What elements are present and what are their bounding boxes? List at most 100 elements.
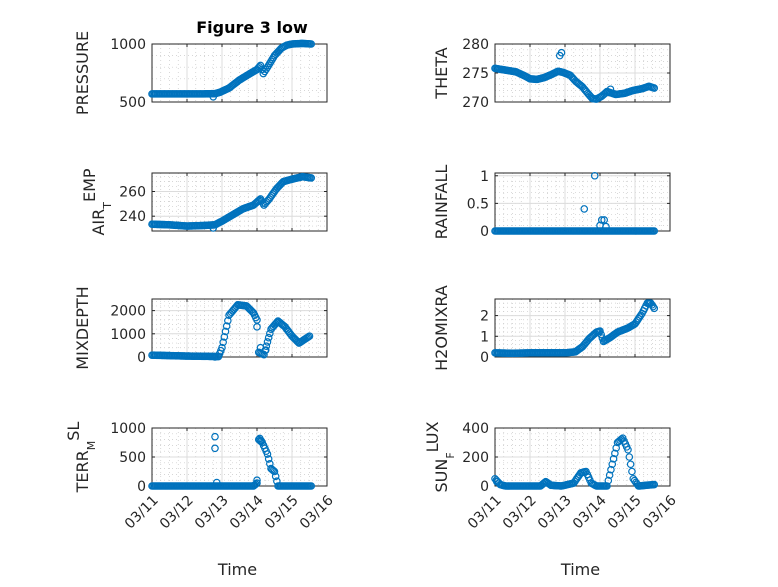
data-point (628, 467, 636, 476)
y-tick-label: 0.5 (467, 196, 489, 212)
y-tick-label: 0 (480, 224, 489, 240)
data-point (596, 327, 604, 335)
y-axis-label-theta: THETA (432, 47, 451, 99)
y-axis-label-subscript: M (85, 441, 98, 451)
data-point (609, 455, 618, 463)
data-point (650, 84, 659, 92)
y-tick-label: 240 (119, 209, 146, 225)
y-tick-label: 0 (137, 350, 146, 366)
x-tick-label: 03/13 (535, 492, 575, 532)
data-point (263, 338, 272, 346)
data-point (602, 222, 610, 231)
x-tick-label: 03/14 (227, 492, 267, 532)
data-point (590, 171, 599, 180)
data-point (557, 48, 566, 57)
data-point (305, 332, 314, 340)
y-tick-label: 260 (119, 185, 146, 201)
data-point (209, 92, 218, 101)
y-tick-label: 1000 (110, 37, 146, 53)
y-axis-label-sun_flux: SUNFLUX (423, 421, 457, 492)
axes-box-mixdepth (151, 298, 328, 358)
y-axis-label-main: RAINFALL (432, 165, 451, 240)
data-point (264, 333, 273, 342)
y-axis-label-rest: SL (64, 422, 83, 441)
y-axis-label-rest: EMP (80, 168, 99, 202)
data-point (257, 436, 266, 445)
axes-box-air_temp (151, 172, 328, 232)
data-point (307, 40, 316, 48)
y-tick-label: 275 (462, 66, 489, 82)
data-point (224, 316, 232, 325)
data-point (253, 476, 261, 485)
data-point (209, 224, 218, 232)
y-tick-label: 0 (480, 479, 489, 495)
y-axis-label-pressure: PRESSURE (73, 31, 92, 115)
data-point (606, 85, 615, 94)
y-axis-label-rainfall: RAINFALL (432, 165, 451, 240)
y-axis-label-main: MIXDEPTH (73, 286, 92, 369)
data-point (256, 61, 265, 70)
data-point (603, 482, 611, 490)
data-point (268, 465, 276, 474)
data-point (626, 460, 635, 469)
subplot-mixdepth: 0 1000 2000 MIXDEPTH (73, 286, 328, 370)
x-tick-label: 03/16 (640, 492, 680, 532)
data-point (212, 478, 221, 487)
x-tick-label: 03/11 (122, 492, 162, 532)
y-axis-label-main: AIR (89, 209, 108, 236)
y-tick-label: 500 (119, 95, 146, 111)
data-point (492, 477, 501, 486)
y-tick-label: 0 (137, 479, 146, 495)
y-axis-label-main: THETA (432, 47, 451, 99)
y-tick-label: 1 (480, 169, 489, 185)
data-point (611, 449, 619, 458)
data-point (612, 444, 620, 452)
data-point (270, 467, 279, 476)
y-axis-label-subscript: T (101, 202, 114, 210)
data-point (650, 227, 659, 235)
y-tick-label: 0 (480, 350, 489, 366)
y-tick-label: 280 (462, 37, 489, 53)
subplot-air_temp: 240 260 AIRTEMP (80, 168, 328, 236)
subplot-rainfall: 0 0.5 1 RAINFALL (432, 165, 671, 240)
y-axis-label-main: SUN (432, 459, 451, 493)
x-tick-label: 03/15 (262, 492, 302, 532)
y-axis-label-main: PRESSURE (73, 31, 92, 115)
data-point (220, 333, 229, 341)
data-point (264, 455, 273, 463)
x-axis-label-sun_flux: Time (560, 560, 600, 579)
data-point (263, 450, 272, 458)
subplot-pressure: 500 1000 PRESSURE (73, 31, 328, 115)
x-tick-label: 03/12 (157, 492, 197, 532)
x-axis-label-terr_msl: Time (217, 560, 257, 579)
data-point (260, 350, 268, 359)
data-point (597, 330, 605, 339)
data-point (211, 432, 219, 441)
data-point (222, 322, 231, 330)
subplot-theta: 270 275 280 THETA (432, 37, 671, 111)
y-axis-label-mixdepth: MIXDEPTH (73, 286, 92, 369)
y-axis-label-air_temp: AIRTEMP (80, 168, 114, 235)
y-tick-label: 200 (462, 450, 489, 466)
y-axis-label-subscript: F (444, 452, 457, 458)
data-point (221, 327, 230, 336)
data-point (253, 323, 261, 331)
y-tick-label: 2000 (110, 304, 146, 320)
y-tick-label: 400 (462, 421, 489, 437)
x-tick-label: 03/13 (192, 492, 232, 532)
data-point (649, 302, 657, 311)
y-tick-label: 1000 (110, 327, 146, 343)
y-axis-label-terr_msl: TERRMSL (64, 422, 98, 494)
data-point (254, 197, 262, 205)
data-point (650, 304, 659, 313)
figure-title: Figure 3 low (196, 18, 308, 37)
y-tick-label: 270 (462, 95, 489, 111)
data-point (540, 478, 549, 487)
data-point (580, 205, 589, 213)
x-tick-label: 03/15 (605, 492, 645, 532)
x-tick-label: 03/16 (297, 492, 337, 532)
data-point (607, 465, 615, 474)
